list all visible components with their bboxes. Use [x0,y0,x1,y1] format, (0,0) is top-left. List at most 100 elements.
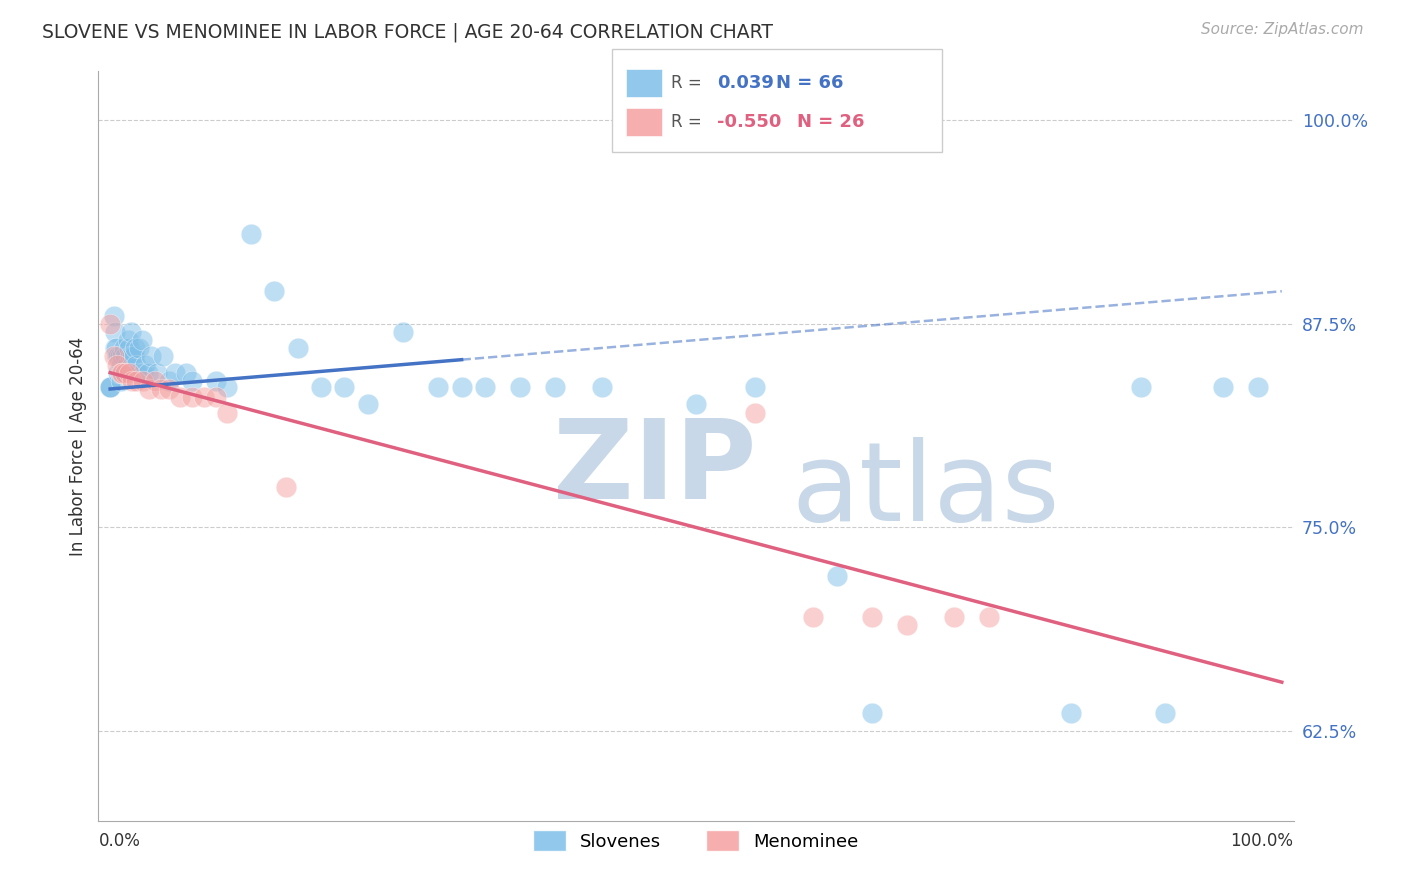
Point [1247,380,1270,394]
Point [138,382,160,396]
Text: R =: R = [671,113,707,131]
Point [98,380,121,394]
Point [1153,706,1175,720]
Point [105,341,128,355]
Point [309,380,332,394]
Point [1130,380,1153,394]
Point [104,325,127,339]
Point [127,366,149,380]
Point [217,406,239,420]
Point [193,390,215,404]
Point [136,366,159,380]
Point [392,325,415,339]
Text: N = 26: N = 26 [797,113,865,131]
Point [110,358,132,372]
Point [107,350,129,364]
Point [163,366,186,380]
Point [860,610,883,624]
Point [108,350,131,364]
Point [169,390,191,404]
Point [860,706,883,720]
Text: ZIP: ZIP [553,415,756,522]
Point [204,374,226,388]
Point [128,341,150,355]
Point [120,350,141,364]
Point [181,390,204,404]
Point [125,374,148,388]
Point [121,350,143,364]
Point [896,618,918,632]
Point [115,358,138,372]
Point [110,366,132,380]
Point [744,406,766,420]
Text: atlas: atlas [792,437,1060,544]
Point [544,380,567,394]
Legend: Slovenes, Menominee: Slovenes, Menominee [524,822,868,860]
Point [105,358,128,372]
Point [450,380,472,394]
Point [98,380,121,394]
Point [149,382,172,396]
Point [132,366,155,380]
Point [108,366,131,380]
Point [204,390,226,404]
Point [107,366,129,380]
Text: N = 66: N = 66 [776,74,844,92]
Point [110,374,132,388]
Point [114,350,136,364]
Point [181,374,204,388]
Point [825,569,848,583]
Text: 0.039: 0.039 [717,74,773,92]
Point [685,397,707,411]
Point [174,366,197,380]
Point [157,374,180,388]
Point [1060,706,1083,720]
Point [111,366,134,380]
Point [118,366,141,380]
Point [112,366,135,380]
Point [1212,380,1234,394]
Point [114,366,136,380]
Point [509,380,531,394]
Point [157,382,180,396]
Point [118,341,141,355]
Point [263,285,285,299]
Point [942,610,965,624]
Point [111,350,134,364]
Point [591,380,613,394]
Point [801,610,824,624]
Text: SLOVENE VS MENOMINEE IN LABOR FORCE | AGE 20-64 CORRELATION CHART: SLOVENE VS MENOMINEE IN LABOR FORCE | AG… [42,22,773,42]
Point [111,366,134,380]
Point [131,333,153,347]
Point [122,350,145,364]
Point [977,610,1000,624]
Point [143,374,166,388]
Point [146,366,169,380]
Point [112,366,135,380]
Text: R =: R = [671,74,707,92]
Text: 100.0%: 100.0% [1230,832,1294,850]
Point [120,325,142,339]
Point [112,341,135,355]
Point [141,350,163,364]
Point [333,380,356,394]
Text: -0.550: -0.550 [717,113,782,131]
Point [474,380,496,394]
Point [124,341,146,355]
Point [103,309,125,323]
Point [134,358,156,372]
Point [132,374,155,388]
Point [744,380,766,394]
Point [239,227,262,242]
Point [117,333,139,347]
Text: 0.0%: 0.0% [98,832,141,850]
Point [357,397,380,411]
Point [104,341,127,355]
Point [152,350,174,364]
Y-axis label: In Labor Force | Age 20-64: In Labor Force | Age 20-64 [69,336,87,556]
Point [98,317,121,331]
Point [125,358,148,372]
Point [274,480,297,494]
Point [217,380,239,394]
Point [287,341,309,355]
